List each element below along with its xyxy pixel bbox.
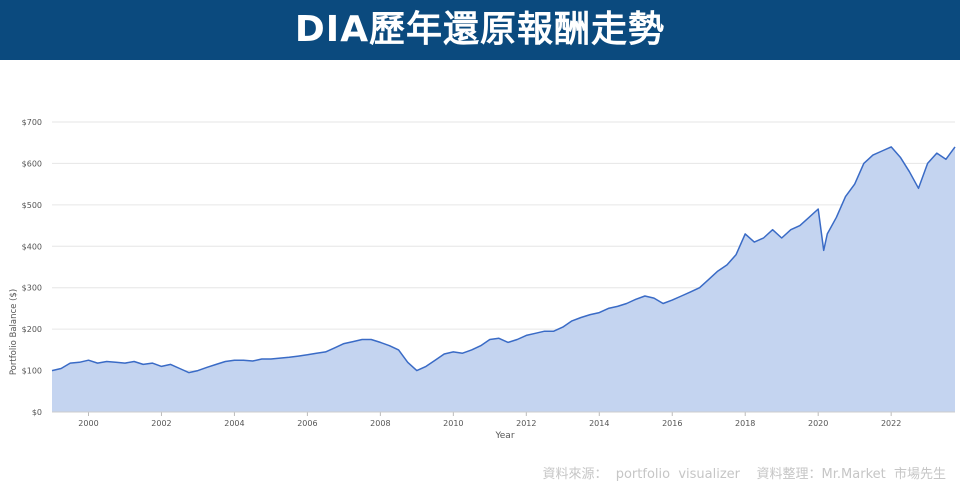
title-banner: [0, 0, 960, 60]
page-title: DIA歷年還原報酬走勢: [294, 9, 666, 50]
x-tick-label: 2022: [881, 419, 901, 428]
series-line: [51, 146, 956, 374]
y-tick-label: $300: [22, 284, 42, 293]
source-note: 資料來源： portfolio visualizer 資料整理：Mr.Marke…: [542, 467, 946, 482]
x-tick-label: 2016: [662, 419, 682, 428]
x-tick-label: 2012: [516, 419, 536, 428]
y-tick-label: $600: [22, 159, 42, 168]
x-tick-label: 2004: [224, 419, 244, 428]
x-tick-label: 2014: [589, 419, 609, 428]
x-tick-label: 2006: [297, 419, 317, 428]
x-tick-label: 2020: [808, 419, 828, 428]
x-tick-label: 2002: [151, 419, 171, 428]
y-tick-label: $400: [22, 242, 42, 251]
x-tick-label: 2000: [78, 419, 98, 428]
y-tick-label: $500: [22, 201, 42, 210]
x-tick-label: 2018: [735, 419, 755, 428]
y-tick-label: $200: [22, 325, 42, 334]
y-tick-label: $700: [22, 118, 42, 127]
chart: $0 $100 $200 $300 $400 $500 $600 $700 2000 2002 20…: [9, 118, 956, 441]
x-axis-label: Year: [494, 431, 514, 441]
x-tick-label: 2008: [370, 419, 390, 428]
area-layer: [52, 146, 955, 412]
y-tick-label: $100: [22, 367, 42, 376]
y-tick-label: $0: [32, 408, 42, 417]
y-axis-label: Portfolio Balance ($): [9, 289, 19, 375]
series-area: [52, 146, 955, 412]
line-layer: [51, 146, 956, 374]
x-tick-label: 2010: [443, 419, 463, 428]
axes: $0 $100 $200 $300 $400 $500 $600 $700 2000 2002 20…: [22, 118, 955, 428]
